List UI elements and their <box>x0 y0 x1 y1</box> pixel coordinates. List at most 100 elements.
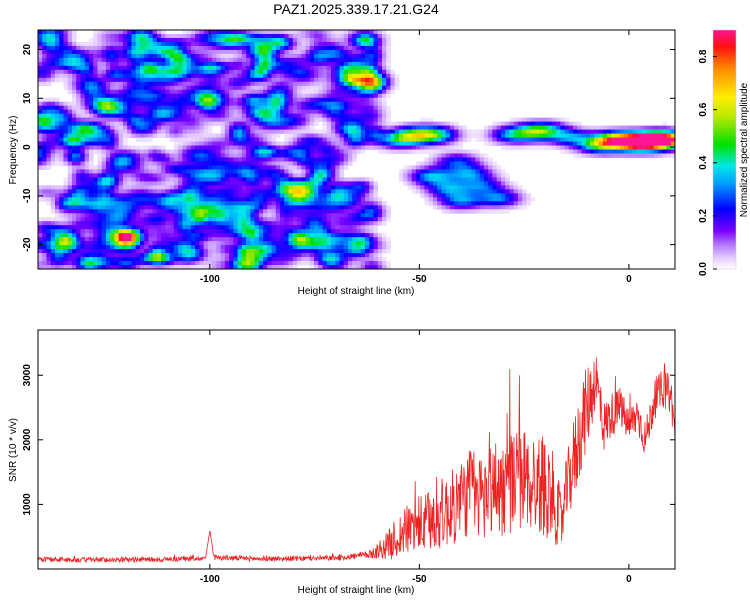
spectrogram-cell <box>288 137 294 142</box>
spectrogram-cell <box>271 165 277 170</box>
spectrogram-cell <box>212 137 217 142</box>
spectrogram-cell <box>254 177 260 182</box>
spectrogram-cell <box>318 225 323 230</box>
spectrogram-cell <box>335 245 340 250</box>
spectrogram-cell <box>220 125 226 130</box>
spectrogram-cell <box>254 117 260 123</box>
spectrogram-cell <box>314 233 319 238</box>
spectrogram-cell <box>373 209 379 214</box>
spectrogram-cell <box>152 85 158 91</box>
spectrogram-cell <box>233 253 238 258</box>
spectrogram-cell <box>373 117 379 123</box>
spectrogram-cell <box>50 129 56 134</box>
spectrogram-cell <box>424 117 430 123</box>
spectrogram-cell <box>220 217 226 222</box>
spectrogram-cell <box>348 53 353 59</box>
spectrogram-cell <box>156 265 162 269</box>
spectrogram-cell <box>161 193 166 198</box>
spectrogram-cell <box>305 133 311 138</box>
spectrogram-cell <box>156 253 162 258</box>
spectrogram-cell <box>80 133 86 138</box>
spectrogram-cell <box>428 173 434 178</box>
spectrogram-cell <box>144 37 149 43</box>
spectrogram-cell <box>398 137 404 142</box>
spectrogram-cell <box>54 53 60 59</box>
spectrogram-cell <box>309 97 315 103</box>
spectrogram-cell <box>199 93 205 99</box>
spectrogram-cell <box>369 209 374 214</box>
spectrogram-cell <box>139 153 145 158</box>
spectrogram-cell <box>373 37 379 43</box>
spectrogram-cell <box>309 205 315 210</box>
spectrogram-cell <box>432 149 438 154</box>
spectrogram-cell <box>118 209 124 214</box>
spectrogram-cell <box>246 41 251 47</box>
spectrogram-cell <box>80 237 86 242</box>
spectrogram-cell <box>360 193 366 198</box>
spectrogram-cell <box>331 113 336 119</box>
spectrogram-cell <box>348 73 353 79</box>
spectrogram-cell <box>76 229 81 234</box>
spectrogram-cell <box>343 53 349 59</box>
spectrogram-cell <box>373 57 379 63</box>
spectrogram-cell <box>173 221 179 226</box>
spectrogram-cell <box>237 137 243 142</box>
spectrogram-cell <box>250 101 255 107</box>
spectrogram-cell <box>254 129 260 134</box>
spectrogram-cell <box>271 205 277 210</box>
spectrogram-cell <box>297 145 302 150</box>
spectrogram-cell <box>114 177 120 182</box>
spectrogram-cell <box>110 193 115 198</box>
spectrogram-cell <box>165 149 171 154</box>
spectrogram-cell <box>314 57 319 63</box>
spectrogram-cell <box>118 33 124 39</box>
spectrogram-cell <box>305 49 311 55</box>
spectrogram-cell <box>144 109 149 115</box>
spectrogram-cell <box>241 129 247 134</box>
spectrogram-cell <box>76 109 81 115</box>
spectrogram-cell <box>207 173 213 178</box>
spectrogram-cell <box>424 185 430 190</box>
spectrogram-cell <box>207 33 213 39</box>
spectrogram-cell <box>237 189 243 194</box>
spectrogram-cell <box>110 30 115 35</box>
spectrogram-cell <box>88 81 94 87</box>
spectrogram-cell <box>114 97 120 103</box>
spectrogram-cell <box>152 93 158 99</box>
spectrogram-cell <box>76 253 81 258</box>
spectrogram-cell <box>63 137 69 142</box>
spectrogram-cell <box>178 45 183 51</box>
spectrogram-cell <box>46 137 52 142</box>
spectrogram-cell <box>152 213 158 218</box>
spectrogram-cell <box>335 237 340 242</box>
spectrogram-cell <box>314 109 319 115</box>
spectrogram-cell <box>288 53 294 59</box>
spectrogram-cell <box>292 193 298 198</box>
spectrogram-cell <box>122 77 128 83</box>
spectrogram-cell <box>110 253 115 258</box>
spectrogram-cell <box>131 145 137 150</box>
spectrogram-cell <box>263 205 268 210</box>
spectrogram-cell <box>71 97 77 103</box>
spectrogram-cell <box>50 201 56 206</box>
spectrogram-cell <box>246 169 251 174</box>
spectrogram-cell <box>288 33 294 39</box>
spectrogram-cell <box>339 221 345 226</box>
spectrogram-cell <box>237 173 243 178</box>
spectrogram-cell <box>220 57 226 63</box>
spectrogram-cell <box>360 45 366 51</box>
spectrogram-cell <box>131 233 137 238</box>
spectrogram-cell <box>76 121 81 126</box>
spectrogram-cell <box>258 193 264 198</box>
spectrogram-cell <box>271 193 277 198</box>
spectrogram-cell <box>356 97 362 103</box>
spectrogram-cell <box>50 157 56 162</box>
spectrogram-cell <box>301 125 306 130</box>
spectrogram-cell <box>216 81 222 87</box>
spectrogram-cell <box>271 241 277 246</box>
spectrogram-cell <box>339 177 345 182</box>
spectrogram-cell <box>199 117 205 123</box>
spectrogram-cell <box>352 105 357 111</box>
spectrogram-cell <box>88 65 94 71</box>
spectrogram-cell <box>241 105 247 111</box>
